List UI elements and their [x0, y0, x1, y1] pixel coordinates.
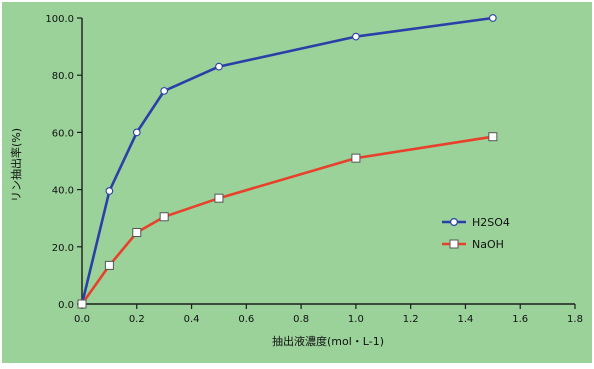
- data-point-h2so4: [215, 62, 223, 71]
- data-point-naoh: [104, 260, 114, 270]
- x-tick-label: 1.4: [457, 314, 473, 325]
- data-point-h2so4: [132, 128, 141, 137]
- data-point-h2so4: [160, 87, 169, 95]
- x-tick-label: 1.2: [403, 314, 419, 325]
- y-tick-label: 80.0: [52, 71, 74, 82]
- y-tick-label: 60.0: [52, 128, 74, 139]
- y-axis-label: リン抽出率(%): [9, 128, 23, 202]
- y-tick-label: 100.0: [45, 14, 74, 25]
- y-tick-label: 20.0: [52, 243, 74, 254]
- y-tick-label: 0.0: [58, 300, 74, 311]
- x-tick-label: 1.8: [567, 314, 583, 325]
- legend-label-naoh: NaOH: [472, 238, 504, 251]
- data-point-naoh: [132, 228, 142, 237]
- legend-marker-h2so4: [450, 218, 459, 227]
- legend-entry-h2so4: H2SO4: [442, 216, 510, 229]
- x-tick-label: 1.0: [348, 314, 364, 325]
- y-axis-ticks: 0.0 20.0 40.0 60.0 80.0 100.0: [45, 14, 82, 311]
- x-tick-label: 0.4: [184, 314, 200, 325]
- data-point-naoh: [159, 212, 169, 222]
- legend-entry-naoh: NaOH: [442, 238, 504, 251]
- legend-marker-naoh: [449, 239, 459, 249]
- x-tick-label: 0.2: [129, 314, 145, 325]
- chart-background: [2, 2, 592, 363]
- data-point-h2so4: [488, 14, 497, 22]
- data-point-naoh: [214, 193, 224, 203]
- data-point-h2so4: [352, 32, 360, 41]
- x-tick-label: 1.6: [512, 314, 528, 325]
- data-point-naoh: [351, 153, 361, 163]
- axes: [81, 18, 575, 305]
- x-tick-label: 0.8: [293, 314, 309, 325]
- x-tick-label: 0.6: [238, 314, 254, 325]
- y-tick-label: 40.0: [52, 186, 74, 197]
- data-point-naoh: [77, 299, 87, 309]
- x-axis-label: 抽出液濃度(mol・L-1): [272, 334, 384, 348]
- legend-label-h2so4: H2SO4: [472, 216, 510, 229]
- legend: H2SO4 NaOH: [442, 216, 510, 251]
- data-point-naoh: [488, 132, 498, 142]
- x-axis-ticks: 0.0 0.2 0.4 0.6 0.8 1.0 1.2 1.4 1.6 1.8: [74, 304, 583, 325]
- x-tick-label: 0.0: [74, 314, 90, 325]
- data-point-h2so4: [105, 187, 114, 195]
- series-markers: [77, 14, 498, 309]
